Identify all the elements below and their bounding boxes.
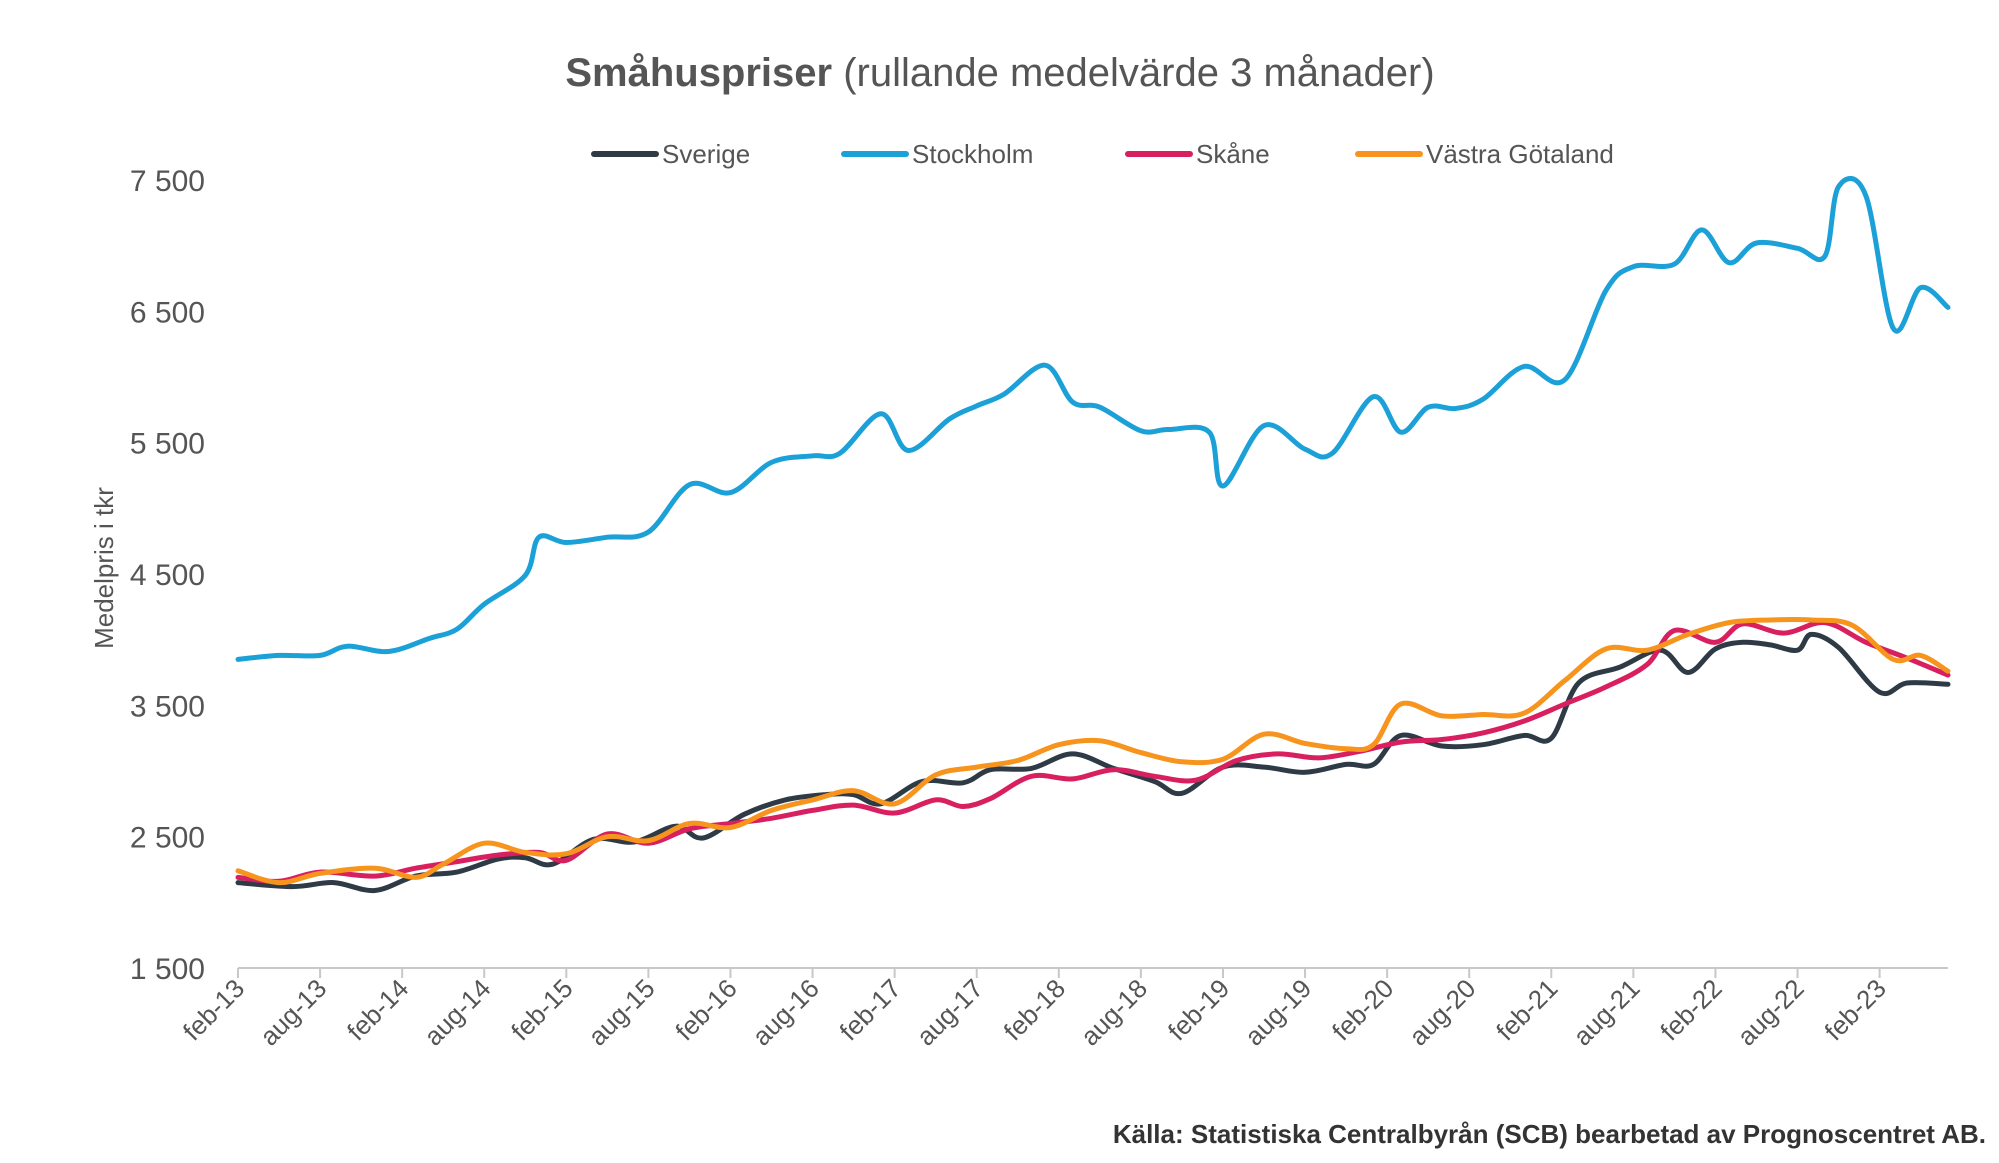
legend-item-skane: Skåne bbox=[1125, 139, 1270, 169]
y-tick-label: 1 500 bbox=[130, 953, 205, 986]
legend-label: Sverige bbox=[662, 139, 750, 169]
x-tick-label: feb-23 bbox=[1818, 973, 1891, 1046]
x-tick-label: feb-18 bbox=[998, 973, 1071, 1046]
x-tick-label: feb-14 bbox=[341, 973, 414, 1046]
y-tick-label: 4 500 bbox=[130, 559, 205, 592]
legend-label: Stockholm bbox=[912, 139, 1033, 169]
chart-title-rest: (rullande medelvärde 3 månader) bbox=[832, 51, 1435, 95]
x-tick-label: aug-18 bbox=[1075, 973, 1153, 1051]
y-tick-label: 7 500 bbox=[130, 165, 205, 198]
x-tick-label: feb-20 bbox=[1326, 973, 1399, 1046]
x-tick-label: aug-16 bbox=[746, 973, 824, 1051]
legend-label: Skåne bbox=[1196, 139, 1270, 169]
y-tick-label: 2 500 bbox=[130, 822, 205, 855]
x-axis: feb-13 aug-13 feb-14 aug-14 feb-15 aug-15 feb-… bbox=[177, 967, 1948, 1051]
series-layer bbox=[235, 176, 1951, 894]
y-axis-label: Medelpris i tkr bbox=[89, 487, 119, 649]
x-tick-label: aug-22 bbox=[1731, 973, 1809, 1051]
legend-item-stockholm: Stockholm bbox=[841, 139, 1033, 169]
series-line-stockholm bbox=[235, 176, 1951, 662]
x-tick-label: aug-13 bbox=[254, 973, 332, 1051]
source-note: Källa: Statistiska Centralbyrån (SCB) be… bbox=[1113, 1119, 1986, 1149]
chart-title-bold: Småhuspriser bbox=[565, 51, 832, 95]
y-tick-label: 5 500 bbox=[130, 428, 205, 461]
y-tick-label: 6 500 bbox=[130, 296, 205, 329]
x-tick-label: aug-17 bbox=[910, 973, 988, 1051]
series-line-vastra-gotaland bbox=[235, 616, 1951, 886]
x-tick-label: feb-19 bbox=[1162, 973, 1235, 1046]
x-tick-label: aug-14 bbox=[418, 973, 496, 1051]
y-axis: 1 500 2 500 3 500 4 500 5 500 6 500 7 500 bbox=[130, 165, 205, 986]
legend-item-vastra-gotaland: Västra Götaland bbox=[1355, 139, 1614, 169]
x-tick-label: aug-20 bbox=[1403, 973, 1481, 1051]
legend-item-sverige: Sverige bbox=[591, 139, 750, 169]
legend-label: Västra Götaland bbox=[1426, 139, 1614, 169]
x-tick-label: aug-19 bbox=[1239, 973, 1317, 1051]
y-tick-label: 3 500 bbox=[130, 690, 205, 723]
series-line-sverige bbox=[235, 631, 1951, 894]
x-tick-label: feb-16 bbox=[669, 973, 742, 1046]
x-tick-label: feb-17 bbox=[834, 973, 907, 1046]
x-tick-label: feb-22 bbox=[1654, 973, 1727, 1046]
x-tick-label: aug-21 bbox=[1567, 973, 1645, 1051]
chart-title: Småhuspriser (rullande medelvärde 3 måna… bbox=[565, 51, 1434, 95]
x-tick-label: feb-15 bbox=[505, 973, 578, 1046]
x-tick-label: feb-21 bbox=[1490, 973, 1563, 1046]
x-tick-label: aug-15 bbox=[582, 973, 660, 1051]
legend: Sverige Stockholm Skåne Västra Götaland bbox=[591, 139, 1614, 169]
